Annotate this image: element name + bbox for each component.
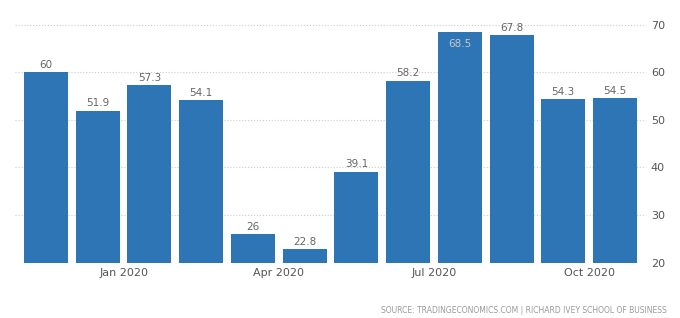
Bar — [386, 81, 430, 263]
Bar — [24, 72, 68, 263]
Bar — [283, 249, 326, 263]
Bar — [180, 100, 223, 263]
Bar — [127, 85, 171, 263]
Text: 60: 60 — [39, 60, 52, 70]
Text: 68.5: 68.5 — [448, 39, 471, 49]
Text: 22.8: 22.8 — [293, 237, 316, 247]
Text: 39.1: 39.1 — [345, 159, 368, 169]
Text: 67.8: 67.8 — [500, 23, 523, 33]
Text: 58.2: 58.2 — [396, 68, 420, 78]
Bar — [231, 234, 275, 263]
Bar — [490, 35, 534, 263]
Text: SOURCE: TRADINGECONOMICS.COM | RICHARD IVEY SCHOOL OF BUSINESS: SOURCE: TRADINGECONOMICS.COM | RICHARD I… — [381, 306, 666, 315]
Text: 57.3: 57.3 — [138, 73, 161, 83]
Text: 54.3: 54.3 — [551, 87, 575, 97]
Text: 54.1: 54.1 — [190, 88, 213, 98]
Text: 54.5: 54.5 — [603, 86, 626, 96]
Bar — [335, 172, 378, 263]
Text: 26: 26 — [246, 222, 260, 232]
Text: 51.9: 51.9 — [86, 98, 109, 108]
Bar — [75, 111, 120, 263]
Bar — [541, 99, 585, 263]
Bar — [593, 98, 637, 263]
Bar — [438, 32, 482, 263]
